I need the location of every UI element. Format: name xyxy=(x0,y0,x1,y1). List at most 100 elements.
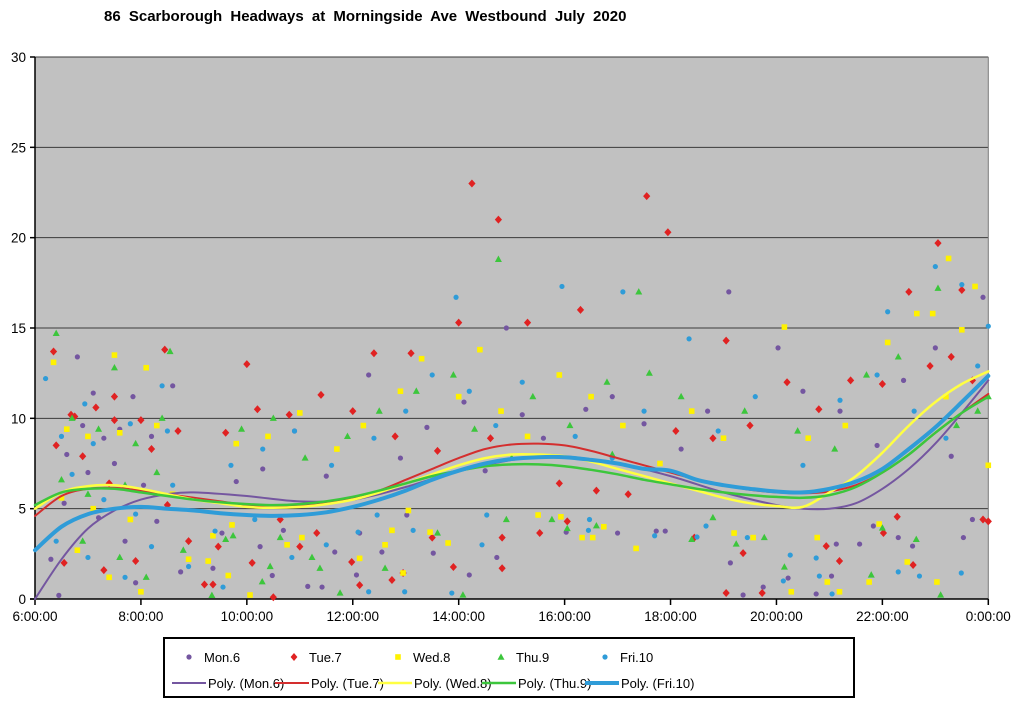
scatter-point-fri10 xyxy=(90,441,96,447)
scatter-point-tue7 xyxy=(285,410,293,419)
scatter-point-fri10 xyxy=(148,544,155,550)
scatter-point-tue7 xyxy=(592,486,600,495)
legend-label-mon6: Mon.6 xyxy=(204,649,241,665)
scatter-point-fri10 xyxy=(374,512,380,518)
scatter-point-mon6 xyxy=(909,543,916,549)
scatter-point-mon6 xyxy=(980,294,986,300)
x-tick-label: 22:00:00 xyxy=(856,609,909,624)
scatter-point-wed8 xyxy=(58,495,65,501)
scatter-point-wed8 xyxy=(334,446,340,452)
scatter-point-mon6 xyxy=(828,573,835,579)
scatter-point-tue7 xyxy=(563,517,571,526)
scatter-point-thu9 xyxy=(494,255,502,262)
legend-label-tue7: Tue.7 xyxy=(309,649,342,665)
scatter-point-tue7 xyxy=(722,589,730,598)
legend-label-fri10: Fri.10 xyxy=(620,649,654,665)
legend-line-icon xyxy=(275,682,309,684)
scatter-point-thu9 xyxy=(563,524,571,532)
scatter-point-thu9 xyxy=(381,564,389,571)
legend-label-poly-wed8: Poly. (Wed.8) xyxy=(414,675,492,691)
y-tick-label: 15 xyxy=(11,321,26,336)
x-tick-label: 10:00:00 xyxy=(221,609,274,624)
scatter-point-mon6 xyxy=(874,442,880,449)
scatter-point-wed8 xyxy=(418,355,425,362)
scatter-point-tue7 xyxy=(174,426,182,435)
scatter-point-tue7 xyxy=(672,426,680,435)
scatter-point-mon6 xyxy=(430,550,436,556)
x-tick-label: 0:00:00 xyxy=(966,609,1011,624)
scatter-point-wed8 xyxy=(876,521,883,527)
scatter-point-tue7 xyxy=(455,318,463,327)
scatter-point-wed8 xyxy=(788,588,795,595)
scatter-point-mon6 xyxy=(379,549,385,555)
scatter-point-fri10 xyxy=(837,397,843,403)
scatter-point-fri10 xyxy=(829,591,835,597)
x-tick-label: 20:00:00 xyxy=(750,609,803,624)
scatter-point-wed8 xyxy=(143,364,150,371)
scatter-point-tue7 xyxy=(132,557,140,566)
scatter-point-wed8 xyxy=(90,505,97,512)
scatter-point-wed8 xyxy=(127,516,134,523)
scatter-point-wed8 xyxy=(111,352,118,358)
scatter-point-mon6 xyxy=(90,390,96,396)
scatter-point-wed8 xyxy=(74,547,81,554)
scatter-point-tue7 xyxy=(391,432,399,441)
scatter-point-thu9 xyxy=(677,392,685,400)
scatter-point-tue7 xyxy=(984,517,992,526)
scatter-point-thu9 xyxy=(79,537,87,544)
legend-item-tue7: Tue.7 xyxy=(288,649,342,665)
scatter-point-mon6 xyxy=(466,572,472,578)
scatter-point-mon6 xyxy=(583,406,589,412)
scatter-point-fri10 xyxy=(479,542,485,548)
scatter-point-tue7 xyxy=(214,542,222,551)
scatter-point-fri10 xyxy=(328,462,335,468)
scatter-point-fri10 xyxy=(752,394,758,400)
legend-item-poly-mon6: Poly. (Mon.6) xyxy=(172,675,284,691)
scatter-point-wed8 xyxy=(405,507,412,514)
scatter-point-wed8 xyxy=(106,574,112,581)
scatter-point-fri10 xyxy=(42,375,49,382)
scatter-point-mon6 xyxy=(64,451,70,458)
scatter-point-thu9 xyxy=(336,589,344,596)
scatter-point-fri10 xyxy=(932,263,938,270)
scatter-point-fri10 xyxy=(641,408,647,414)
scatter-point-fri10 xyxy=(943,435,949,441)
legend-line-icon xyxy=(378,681,412,685)
scatter-point-tue7 xyxy=(847,376,855,385)
scatter-point-fri10 xyxy=(816,573,822,579)
scatter-point-wed8 xyxy=(138,588,144,595)
scatter-point-mon6 xyxy=(785,575,791,581)
scatter-point-thu9 xyxy=(878,524,886,531)
scatter-point-fri10 xyxy=(958,570,964,576)
scatter-point-tue7 xyxy=(137,416,145,425)
scatter-point-thu9 xyxy=(974,407,982,414)
scatter-point-mon6 xyxy=(662,528,668,534)
scatter-point-tue7 xyxy=(739,549,747,558)
legend-line-icon xyxy=(172,682,206,684)
legend-item-wed8: Wed.8 xyxy=(392,649,450,665)
scatter-point-thu9 xyxy=(158,414,166,421)
legend-label-poly-thu9: Poly. (Thu.9) xyxy=(518,675,592,691)
scatter-point-thu9 xyxy=(153,468,161,476)
scatter-point-tue7 xyxy=(576,305,585,314)
scatter-point-wed8 xyxy=(498,408,504,414)
scatter-point-thu9 xyxy=(142,573,150,580)
scatter-point-mon6 xyxy=(353,572,360,578)
scatter-point-tue7 xyxy=(100,566,108,575)
scatter-point-wed8 xyxy=(297,410,303,416)
x-tick-label: 14:00:00 xyxy=(432,609,485,624)
legend-item-thu9: Thu.9 xyxy=(495,649,549,665)
scatter-point-wed8 xyxy=(360,422,367,429)
scatter-point-wed8 xyxy=(929,310,936,317)
scatter-point-thu9 xyxy=(412,387,420,394)
scatter-point-tue7 xyxy=(349,407,357,416)
scatter-point-tue7 xyxy=(407,349,415,358)
scatter-point-mon6 xyxy=(257,544,263,550)
scatter-point-mon6 xyxy=(800,388,806,394)
scatter-point-thu9 xyxy=(229,531,237,539)
scatter-point-thu9 xyxy=(934,284,942,291)
scatter-point-mon6 xyxy=(424,424,430,430)
scatter-point-thu9 xyxy=(471,425,479,432)
scatter-point-tue7 xyxy=(110,416,119,425)
legend-item-poly-tue7: Poly. (Tue.7) xyxy=(275,675,384,691)
